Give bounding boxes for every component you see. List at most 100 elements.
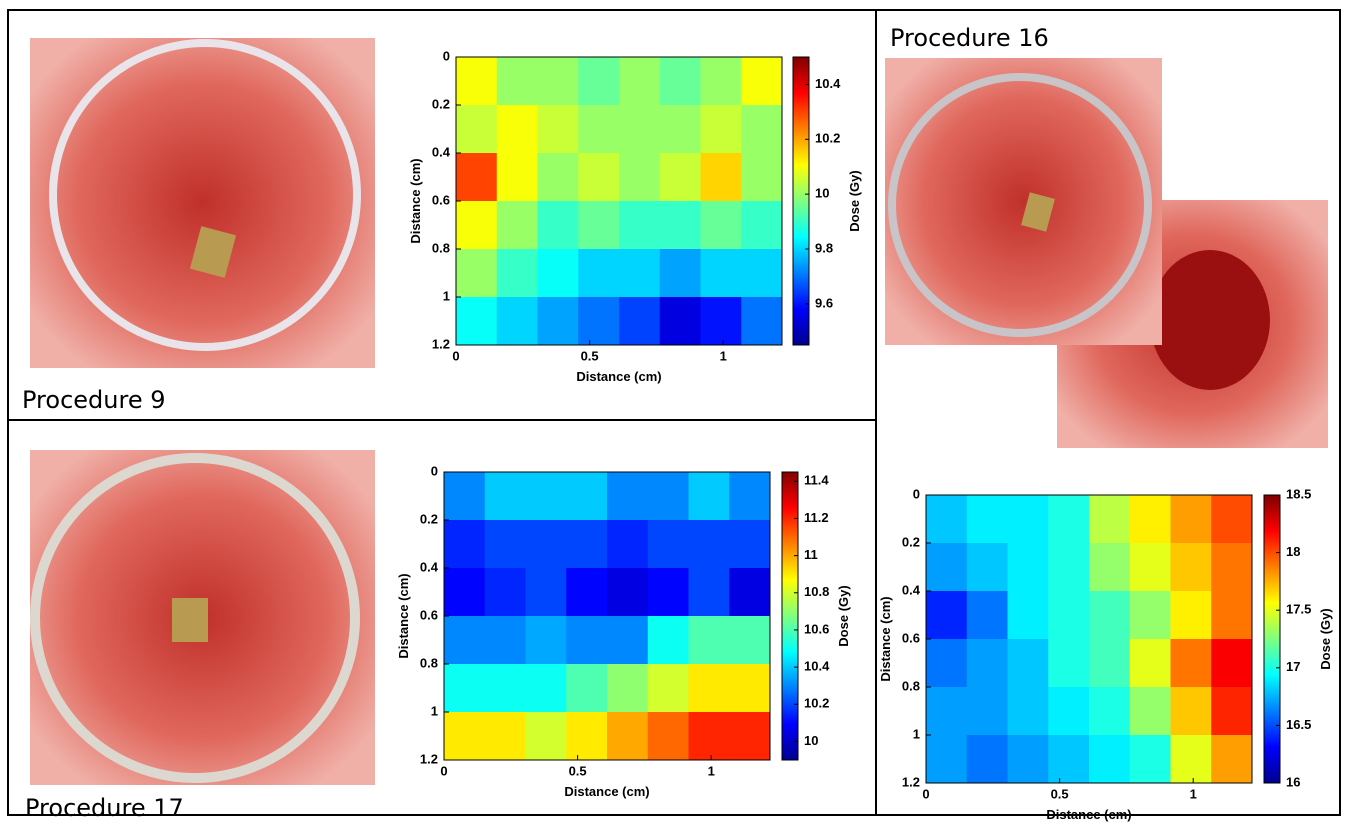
heat-cell xyxy=(688,520,730,569)
y-tick-label: 0.2 xyxy=(420,511,438,526)
heat-cell xyxy=(484,664,526,713)
heat-cell xyxy=(1007,543,1049,592)
heat-cell xyxy=(1007,735,1049,784)
heat-cell xyxy=(456,105,498,154)
heat-cell xyxy=(729,472,771,521)
heat-cell xyxy=(1048,495,1090,544)
heat-cell xyxy=(659,297,701,346)
heat-cell xyxy=(1211,639,1253,688)
heat-cell xyxy=(578,57,620,106)
y-axis-label: Distance (cm) xyxy=(396,573,411,658)
heat-cell xyxy=(700,153,742,202)
heat-cell xyxy=(1048,543,1090,592)
heat-cell xyxy=(1089,735,1131,784)
heat-cell xyxy=(537,105,579,154)
heat-cell xyxy=(1211,687,1253,736)
heat-cell xyxy=(578,153,620,202)
heat-cell xyxy=(1048,735,1090,784)
colorbar-tick-label: 18 xyxy=(1286,544,1300,559)
heat-cell xyxy=(566,712,608,761)
heat-cell xyxy=(741,57,783,106)
y-tick-label: 1.2 xyxy=(432,336,450,351)
y-tick-label: 0.8 xyxy=(420,655,438,670)
heat-cell xyxy=(566,568,608,617)
heat-cell xyxy=(647,712,689,761)
heat-cell xyxy=(496,249,538,298)
heat-cell xyxy=(1170,591,1212,640)
heat-cell xyxy=(619,297,661,346)
heat-cell xyxy=(1129,735,1171,784)
heat-cell xyxy=(484,520,526,569)
heat-cell xyxy=(607,520,649,569)
colorbar-tick-label: 18.5 xyxy=(1286,486,1311,501)
heat-cell xyxy=(926,735,968,784)
heat-cell xyxy=(688,712,730,761)
heat-cell xyxy=(926,639,968,688)
heat-cell xyxy=(926,687,968,736)
heat-cell xyxy=(700,249,742,298)
heat-cell xyxy=(456,249,498,298)
heat-cell xyxy=(607,568,649,617)
heat-cell xyxy=(1048,591,1090,640)
heat-cell xyxy=(1170,543,1212,592)
y-tick-label: 0.4 xyxy=(902,582,921,597)
heat-cell xyxy=(647,568,689,617)
colorbar-tick-label: 10.2 xyxy=(815,131,840,146)
heat-cell xyxy=(537,153,579,202)
heat-cell xyxy=(700,201,742,250)
heat-cell xyxy=(444,712,486,761)
colorbar-tick-label: 11.2 xyxy=(804,510,829,525)
y-axis-label: Distance (cm) xyxy=(408,158,423,243)
heat-cell xyxy=(1129,687,1171,736)
heat-cell xyxy=(496,153,538,202)
x-tick-label: 0 xyxy=(922,786,929,801)
y-tick-label: 1 xyxy=(431,703,438,718)
heat-cell xyxy=(741,153,783,202)
heat-cell xyxy=(619,105,661,154)
colorbar-tick-label: 9.6 xyxy=(815,295,833,310)
heat-cell xyxy=(607,616,649,665)
heat-cell xyxy=(1211,495,1253,544)
heat-cell xyxy=(619,249,661,298)
panel-label: Procedure 9 xyxy=(22,386,165,414)
heat-cell xyxy=(607,664,649,713)
heat-cell xyxy=(496,201,538,250)
photo xyxy=(885,58,1328,448)
x-tick-label: 0.5 xyxy=(1051,786,1069,801)
heat-cell xyxy=(729,712,771,761)
heat-cell xyxy=(496,57,538,106)
x-tick-label: 1 xyxy=(1190,786,1197,801)
colorbar xyxy=(792,56,810,346)
heat-cell xyxy=(578,201,620,250)
heat-cell xyxy=(966,495,1008,544)
colorbar xyxy=(781,471,799,761)
y-tick-label: 0.8 xyxy=(432,240,450,255)
y-tick-label: 0.6 xyxy=(432,192,450,207)
x-tick-label: 1 xyxy=(708,763,715,778)
panel-label: Procedure 17 xyxy=(25,794,184,822)
heat-cell xyxy=(647,616,689,665)
heat-cell xyxy=(444,472,486,521)
colorbar-tick-label: 10 xyxy=(815,186,829,201)
y-tick-label: 0.2 xyxy=(902,534,920,549)
heat-cell xyxy=(966,735,1008,784)
heat-cell xyxy=(566,520,608,569)
x-axis-label: Distance (cm) xyxy=(564,784,649,799)
heat-cell xyxy=(444,616,486,665)
heat-cell xyxy=(484,616,526,665)
heat-cell xyxy=(966,591,1008,640)
frame xyxy=(7,9,1341,816)
heat-cell xyxy=(1007,687,1049,736)
heat-cell xyxy=(1211,591,1253,640)
heat-cell xyxy=(741,201,783,250)
heat-cell xyxy=(566,616,608,665)
heat-cell xyxy=(659,105,701,154)
heat-cell xyxy=(1007,639,1049,688)
heat-cell xyxy=(1170,735,1212,784)
heat-cell xyxy=(496,105,538,154)
heat-cell xyxy=(688,472,730,521)
x-tick-label: 0 xyxy=(452,348,459,363)
heat-cell xyxy=(525,616,567,665)
colorbar-tick-label: 11 xyxy=(804,547,818,562)
